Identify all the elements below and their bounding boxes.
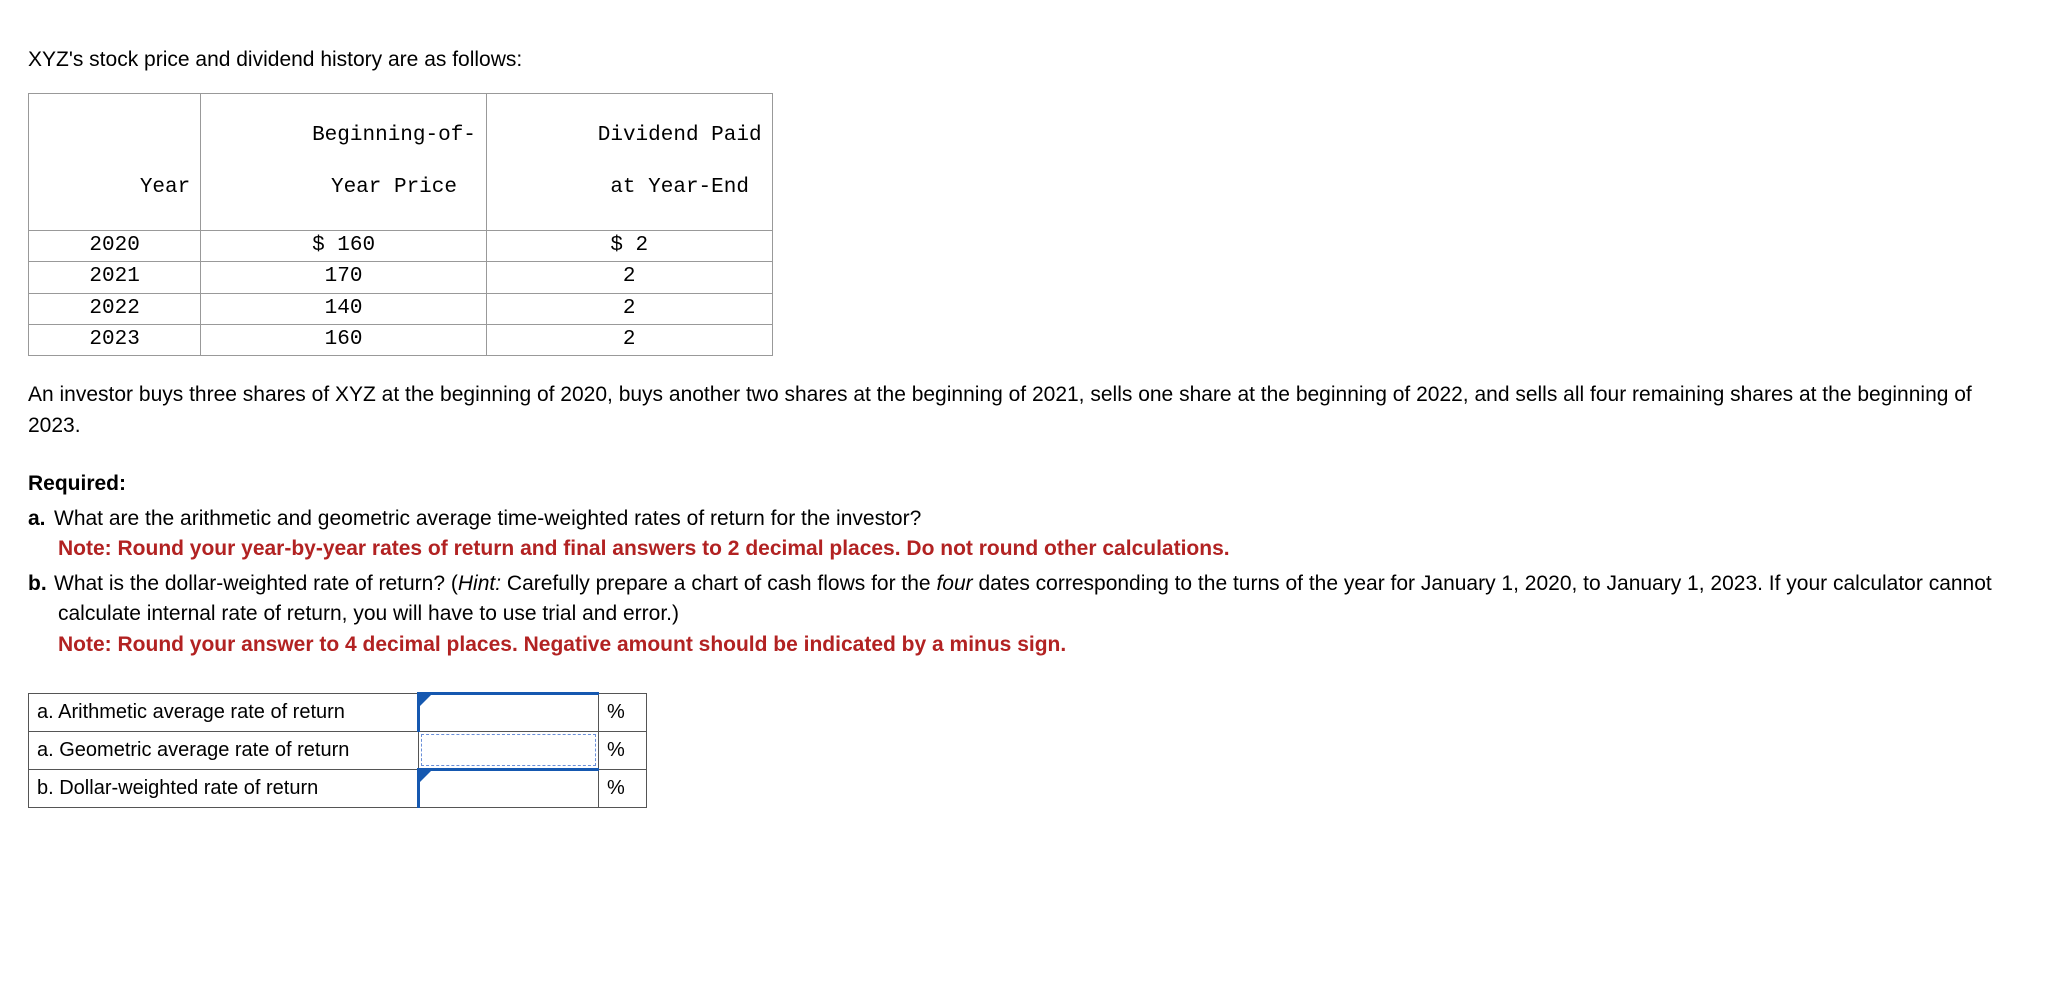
req-note: Note: Round your year-by-year rates of r… <box>58 537 1230 560</box>
dollar-weighted-return-input[interactable] <box>420 772 598 806</box>
cell-price: $ 160 <box>201 230 487 261</box>
answer-table: a. Arithmetic average rate of return % a… <box>28 692 647 808</box>
req-body-post1: Carefully prepare a chart of cash flows … <box>501 572 936 595</box>
col-header-year: Year <box>29 94 201 230</box>
active-corner-icon <box>420 771 431 782</box>
req-note: Note: Round your answer to 4 decimal pla… <box>58 633 1066 656</box>
cell-year: 2022 <box>29 293 201 324</box>
answer-row-arithmetic: a. Arithmetic average rate of return % <box>29 693 647 731</box>
answer-label: b. Dollar-weighted rate of return <box>29 769 419 807</box>
answer-input-cell[interactable] <box>419 693 599 731</box>
required-item-b: b.What is the dollar-weighted rate of re… <box>28 569 2024 660</box>
narrative-text: An investor buys three shares of XYZ at … <box>28 380 2024 441</box>
req-marker: b. <box>28 569 54 599</box>
table-row: 2021 170 2 <box>29 262 773 293</box>
hint-label: Hint: <box>458 572 501 595</box>
cell-div: 2 <box>486 325 772 356</box>
unit-label: % <box>599 731 647 769</box>
table-row: 2022 140 2 <box>29 293 773 324</box>
cell-div: 2 <box>486 262 772 293</box>
cell-year: 2023 <box>29 325 201 356</box>
required-item-a: a.What are the arithmetic and geometric … <box>28 504 2024 565</box>
answer-input-cell[interactable] <box>419 769 599 807</box>
req-body-pre: What is the dollar-weighted rate of retu… <box>54 572 458 595</box>
answer-input-cell[interactable] <box>419 731 599 769</box>
table-row: 2023 160 2 <box>29 325 773 356</box>
answer-label: a. Arithmetic average rate of return <box>29 693 419 731</box>
col-header-price: Beginning-of- Year Price <box>201 94 487 230</box>
table-row: 2020 $ 160 $ 2 <box>29 230 773 261</box>
req-body: What are the arithmetic and geometric av… <box>54 507 921 530</box>
cell-price: 140 <box>201 293 487 324</box>
arithmetic-return-input[interactable] <box>420 696 598 730</box>
geometric-return-input[interactable] <box>419 733 598 767</box>
cell-year: 2020 <box>29 230 201 261</box>
required-heading: Required: <box>28 472 126 495</box>
cell-div: $ 2 <box>486 230 772 261</box>
required-section: Required: a.What are the arithmetic and … <box>28 469 2024 660</box>
answer-row-dollar-weighted: b. Dollar-weighted rate of return % <box>29 769 647 807</box>
cell-price: 170 <box>201 262 487 293</box>
four-word: four <box>936 572 972 595</box>
req-marker: a. <box>28 504 54 534</box>
intro-text: XYZ's stock price and dividend history a… <box>28 45 2024 75</box>
unit-label: % <box>599 693 647 731</box>
cell-price: 160 <box>201 325 487 356</box>
active-corner-icon <box>420 695 431 706</box>
cell-year: 2021 <box>29 262 201 293</box>
answer-row-geometric: a. Geometric average rate of return % <box>29 731 647 769</box>
unit-label: % <box>599 769 647 807</box>
stock-history-table: Year Beginning-of- Year Price Dividend P… <box>28 93 773 356</box>
col-header-dividend: Dividend Paid at Year-End <box>486 94 772 230</box>
cell-div: 2 <box>486 293 772 324</box>
answer-label: a. Geometric average rate of return <box>29 731 419 769</box>
